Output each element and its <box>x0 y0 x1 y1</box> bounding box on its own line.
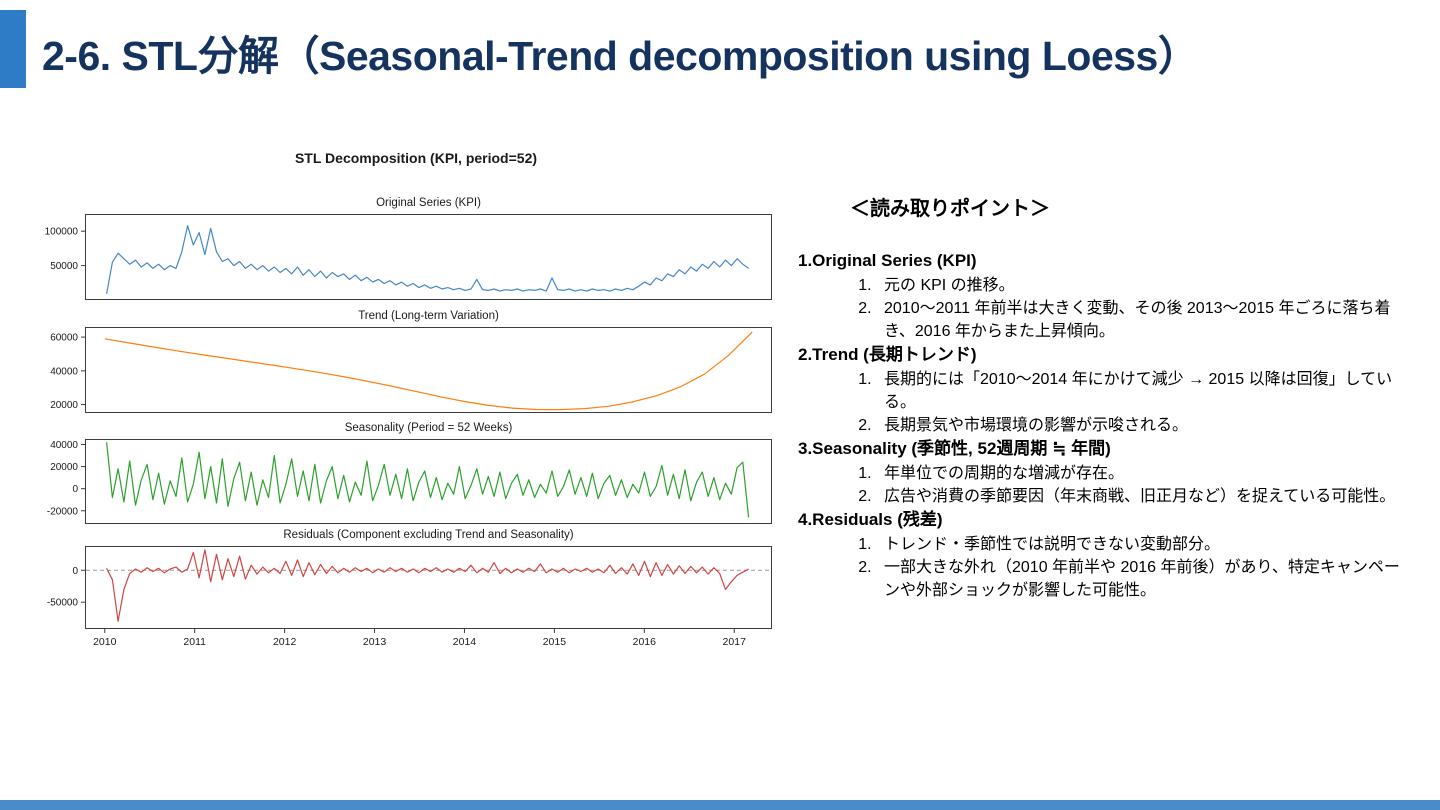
y-tick-label: 0 <box>72 484 78 495</box>
notes-title: ＜読み取りポイント＞ <box>850 198 1050 220</box>
note-items: トレンド・季節性では説明できない変動部分。一部大きな外れ（2010 年前半や 2… <box>798 533 1413 603</box>
series-line-residuals <box>106 549 749 622</box>
note-item: 年単位での周期的な増減が存在。 <box>876 462 1413 485</box>
panel-plot-seasonality: -20000 0 20000 40000 <box>47 439 772 524</box>
note-items: 元の KPI の推移。2010〜2011 年前半は大きく変動、その後 2013〜… <box>798 274 1413 344</box>
note-section-heading: 2.Trend (長期トレンド) <box>798 345 977 365</box>
stl-decomposition-figure: STL Decomposition (KPI, period=52) Origi… <box>45 140 777 660</box>
x-tick-label: 2013 <box>363 636 387 648</box>
series-line-trend <box>104 331 753 411</box>
y-tick-label: -50000 <box>47 598 79 609</box>
plot-border <box>85 439 772 524</box>
note-item: 元の KPI の推移。 <box>876 274 1413 297</box>
x-tick-label: 2016 <box>633 636 657 648</box>
panel-plot-trend: 20000 40000 60000 <box>50 327 772 413</box>
note-item: 長期景気や市場環境の影響が示唆される。 <box>876 414 1413 437</box>
slide-title: 2-6. STL分解（Seasonal-Trend decomposition … <box>42 33 1199 79</box>
series-line-seasonality <box>106 442 750 518</box>
note-item: トレンド・季節性では説明できない変動部分。 <box>876 533 1413 556</box>
panel-title-original: Original Series (KPI) <box>376 197 481 209</box>
note-items: 年単位での周期的な増減が存在。広告や消費の季節要因（年末商戦、旧正月など）を捉え… <box>798 462 1413 508</box>
x-tick-label: 2015 <box>543 636 567 648</box>
panel-title-trend: Trend (Long-term Variation) <box>358 310 499 322</box>
note-section-heading: 1.Original Series (KPI) <box>798 251 977 270</box>
y-tick-label: 50000 <box>50 261 78 272</box>
y-tick-label: 0 <box>72 566 78 577</box>
y-tick-label: 60000 <box>50 333 78 344</box>
note-items: 長期的には「2010〜2014 年にかけて減少 → 2015 以降は回復」してい… <box>798 368 1413 438</box>
panel-plot-residuals: -50000 0 2010 2011 2012 2013 2014 2015 2016 2017 <box>47 546 772 648</box>
panel-plot-original: 50000 100000 <box>45 214 772 300</box>
panel-title-residuals: Residuals (Component excluding Trend and… <box>283 529 574 541</box>
note-item: 2010〜2011 年前半は大きく変動、その後 2013〜2015 年ごろに落ち… <box>876 297 1413 343</box>
notes-panel: ＜読み取りポイント＞ 1.Original Series (KPI) 元の KPI… <box>798 192 1413 603</box>
panel-title-seasonality: Seasonality (Period = 52 Weeks) <box>344 422 513 434</box>
x-tick-label: 2017 <box>723 636 747 648</box>
plot-border <box>85 546 772 629</box>
plot-border <box>85 214 772 300</box>
y-tick-label: 100000 <box>45 227 79 238</box>
figure-suptitle: STL Decomposition (KPI, period=52) <box>294 150 538 166</box>
x-tick-label: 2014 <box>453 636 477 648</box>
x-tick-label: 2010 <box>93 636 117 648</box>
x-tick-label: 2011 <box>183 636 206 648</box>
note-item: 広告や消費の季節要因（年末商戦、旧正月など）を捉えている可能性。 <box>876 485 1413 508</box>
y-tick-label: -20000 <box>47 506 79 517</box>
y-tick-label: 40000 <box>50 440 78 451</box>
y-tick-label: 20000 <box>50 400 78 411</box>
series-line-original <box>106 225 749 294</box>
x-tick-label: 2012 <box>273 636 297 648</box>
y-tick-label: 40000 <box>50 366 78 377</box>
note-item: 一部大きな外れ（2010 年前半や 2016 年前後）があり、特定キャンペーンや… <box>876 556 1413 602</box>
y-tick-label: 20000 <box>50 462 78 473</box>
notes-sections: 1.Original Series (KPI) 元の KPI の推移。2010〜2… <box>798 249 1413 603</box>
note-section-heading: 4.Residuals (残差) <box>798 510 943 530</box>
note-item: 長期的には「2010〜2014 年にかけて減少 → 2015 以降は回復」してい… <box>876 368 1413 414</box>
note-section-heading: 3.Seasonality (季節性, 52週周期 ≒ 年間) <box>798 439 1111 459</box>
bottom-accent-bar <box>0 800 1440 810</box>
top-left-accent-bar <box>0 10 26 88</box>
plot-border <box>85 327 772 413</box>
